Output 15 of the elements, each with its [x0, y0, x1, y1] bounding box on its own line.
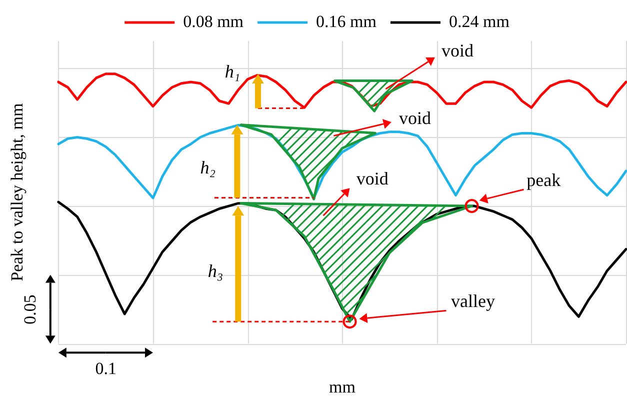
legend-label: 0.08 mm [183, 12, 244, 31]
annotation: peak [526, 170, 561, 190]
annotation: h₃ [208, 260, 224, 281]
x-axis-title: mm [328, 377, 356, 396]
text: void [442, 40, 474, 61]
y-axis-title: Peak to valley height, mm [8, 103, 27, 282]
annotation: valley [450, 291, 495, 312]
text: 0.05 [20, 294, 40, 324]
annotation: void [398, 108, 431, 128]
legend-label: 0.24 mm [448, 12, 510, 31]
annotation: void [356, 168, 388, 189]
text: 0.1 [95, 358, 116, 378]
annotation: h₂ [200, 158, 216, 178]
annotation: h₁ [224, 61, 240, 82]
legend-label: 0.16 mm [316, 12, 376, 31]
